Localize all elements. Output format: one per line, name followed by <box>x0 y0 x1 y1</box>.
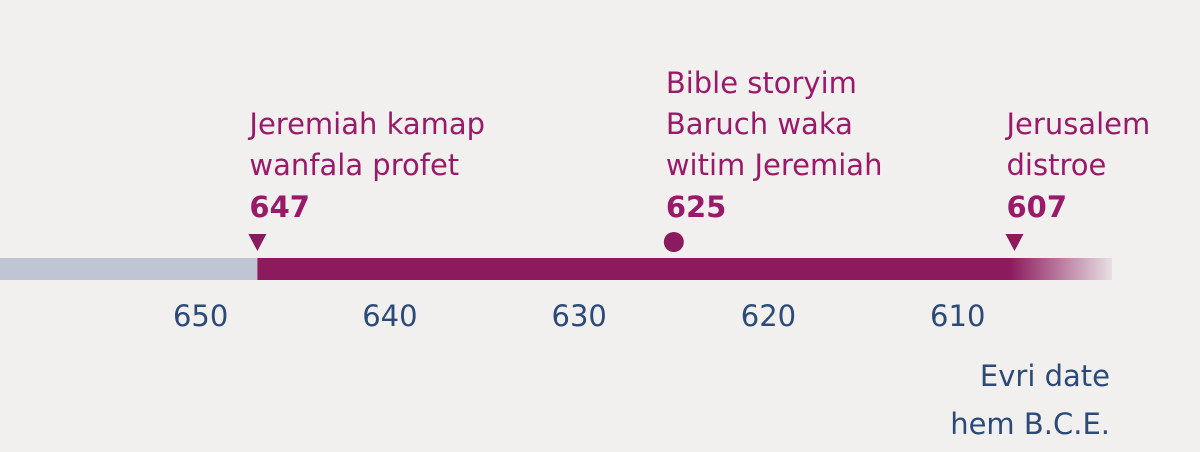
event-label: Jeremiah kamap <box>247 107 485 141</box>
event-year: 607 <box>1007 190 1068 224</box>
event-marker <box>663 232 684 252</box>
event-label: distroe <box>1007 148 1107 182</box>
event-marker <box>248 234 267 251</box>
note: Evri date <box>980 359 1110 393</box>
event-label: witim Jeremiah <box>666 148 883 182</box>
x-tick-label: 650 <box>173 299 228 333</box>
note: hem B.C.E. <box>950 407 1110 441</box>
timeline-bar <box>257 258 1113 280</box>
event-label: Baruch waka <box>666 107 853 141</box>
event-year: 625 <box>666 190 727 224</box>
event-year: 647 <box>249 190 310 224</box>
event-marker <box>1005 234 1024 251</box>
timeline-before <box>0 258 258 280</box>
x-tick-label: 620 <box>741 299 796 333</box>
event-label: Jerusalem <box>1005 107 1151 141</box>
x-tick-label: 640 <box>362 299 417 333</box>
x-tick-label: 630 <box>552 299 607 333</box>
event-label: wanfala profet <box>249 148 459 182</box>
x-tick-label: 610 <box>930 299 985 333</box>
event-label: Bible storyim <box>666 66 857 100</box>
